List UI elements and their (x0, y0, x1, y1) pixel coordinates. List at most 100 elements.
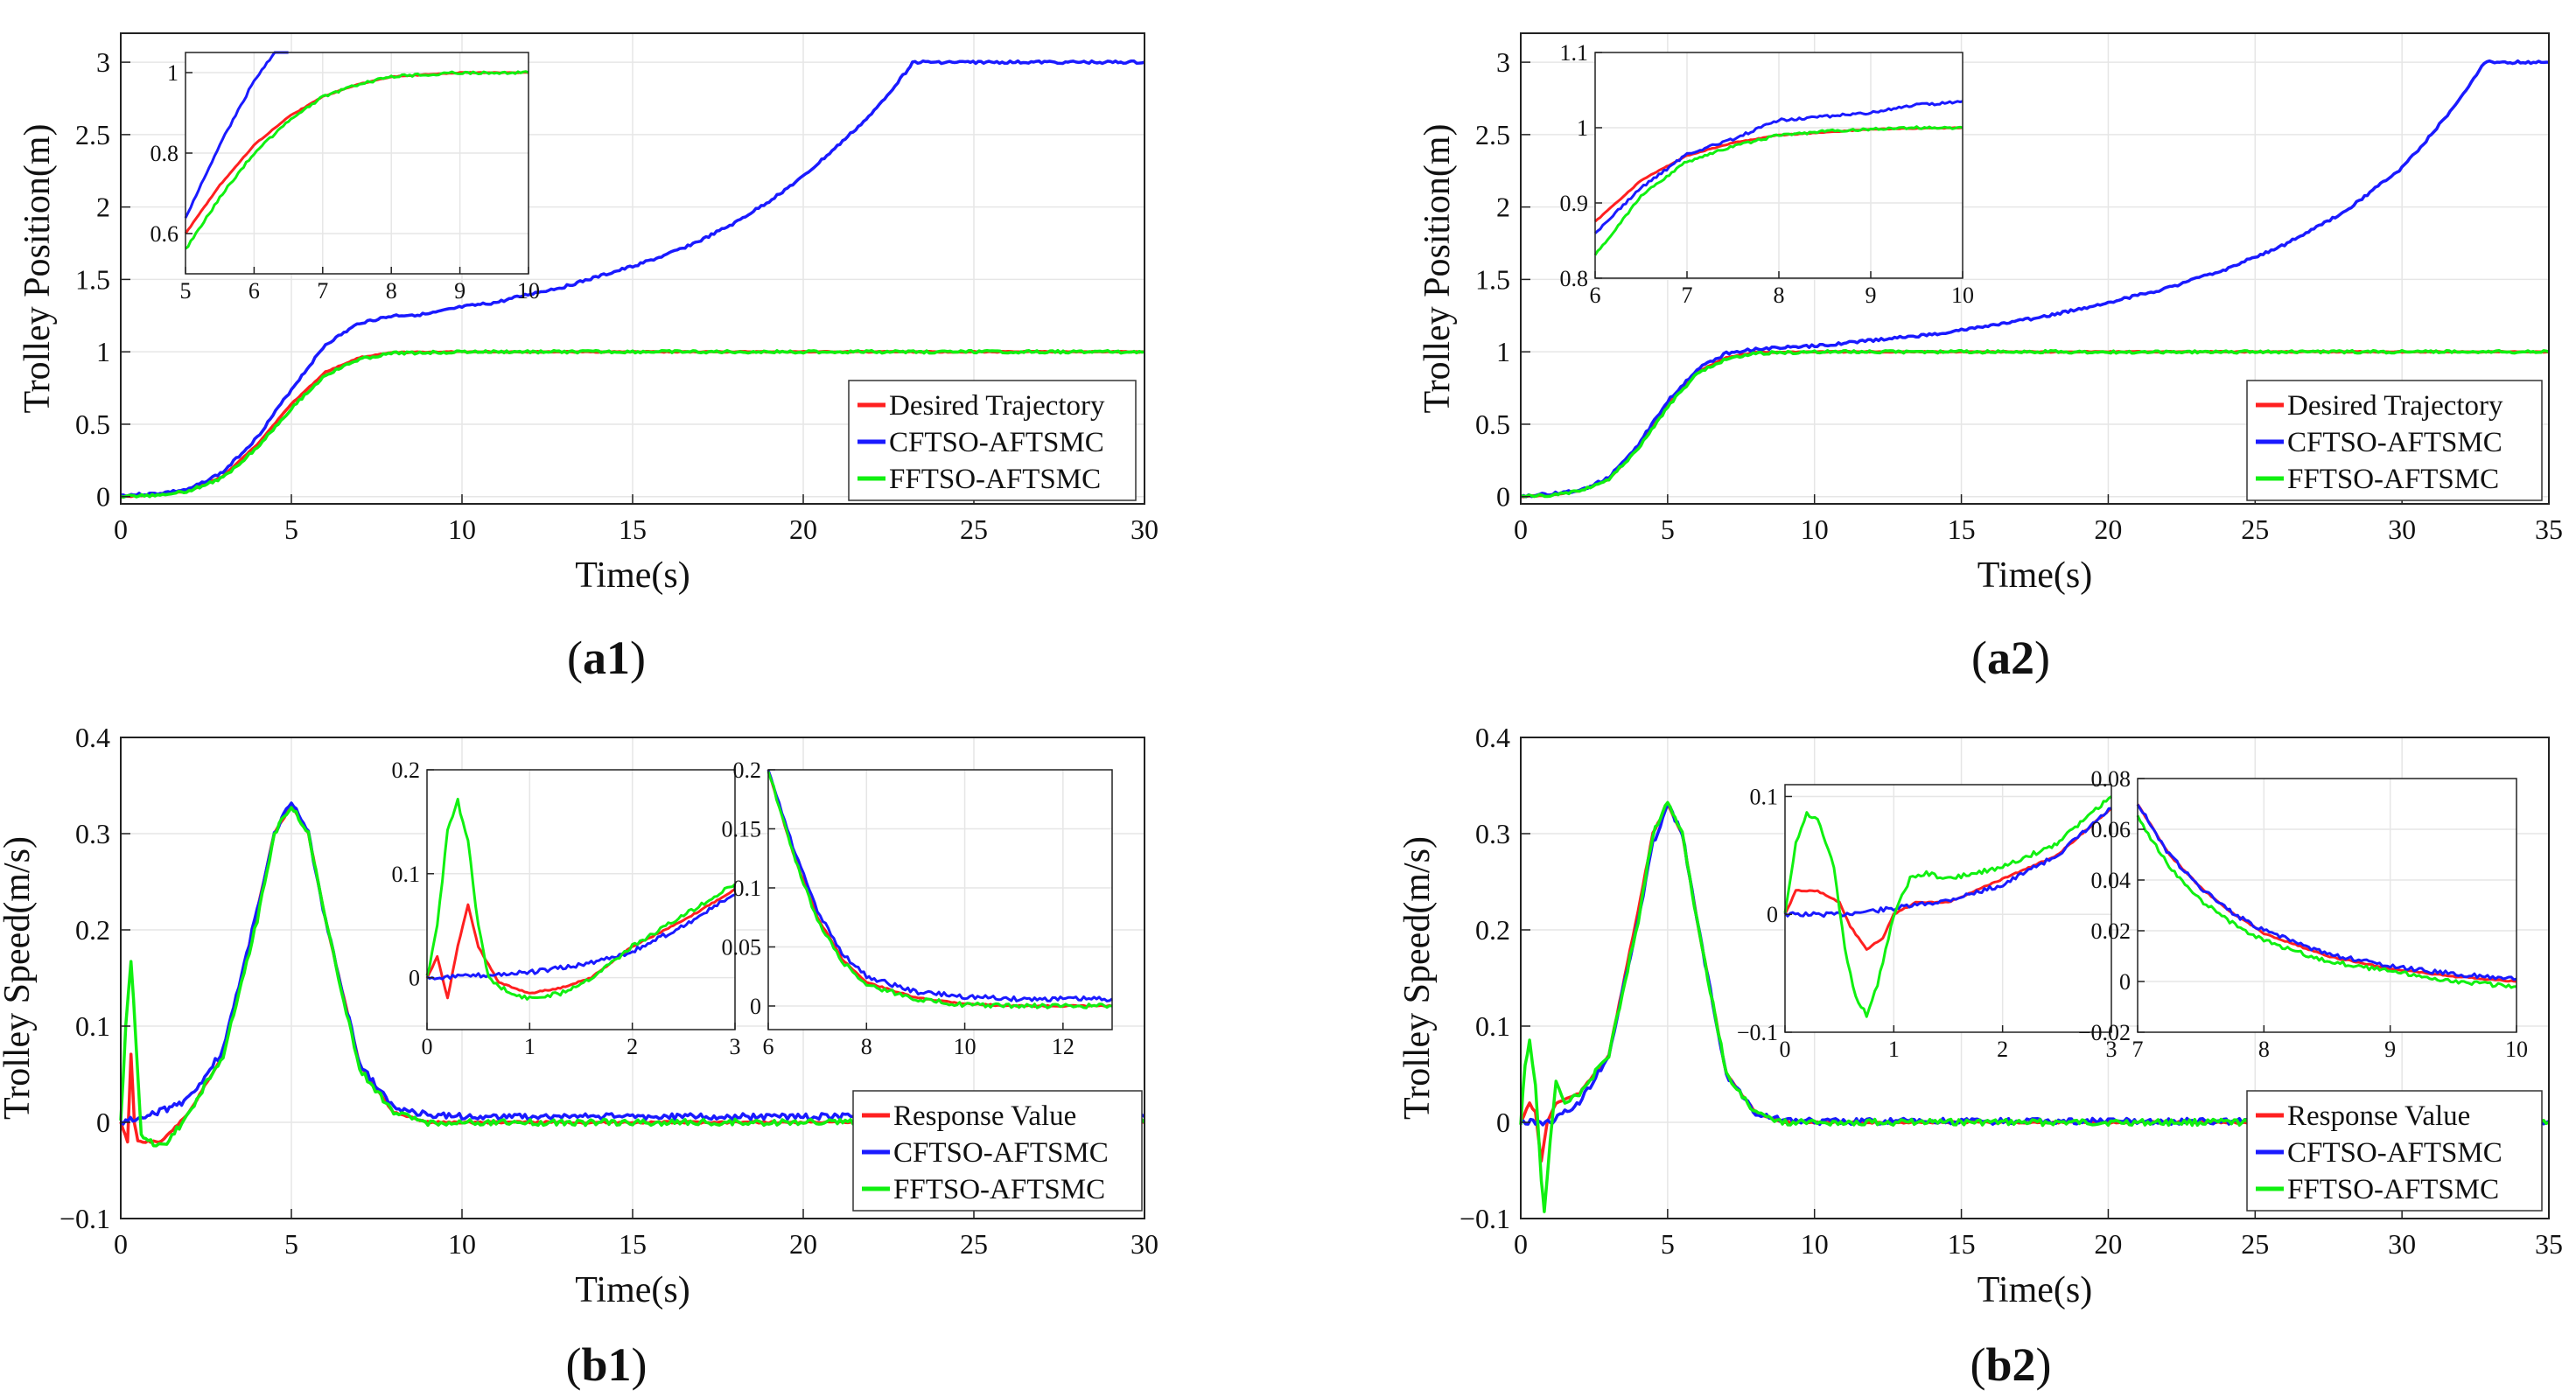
chart-b2-inset-1-xtick-label-0: 0 (1780, 1037, 1791, 1062)
chart-a1-ylabel: Trolley Position(m) (18, 124, 58, 414)
chart-b1-xtick-label-5: 25 (960, 1228, 988, 1260)
chart-b2-inset-2-plot-area (2138, 779, 2516, 1032)
caption-open: ( (1970, 1338, 1985, 1391)
chart-a2-frame (1520, 32, 2550, 505)
chart-b1-inset-2-frame (767, 769, 1113, 1030)
chart-a1-series-cftso-aftsmc (120, 59, 1145, 498)
chart-b1-inset-2-plot-area (768, 770, 1112, 1030)
chart-b1-caption: (b1) (565, 1338, 647, 1391)
chart-b2-ytick-label-2: 0.1 (1475, 1010, 1510, 1042)
chart-a1-xtick-label-1: 5 (284, 513, 298, 545)
chart-a2-ytick-label-5: 2.5 (1475, 119, 1510, 150)
caption-label: b2 (1985, 1338, 2035, 1391)
chart-b2-inset-2-ytick-label-1: 0 (2119, 969, 2131, 995)
chart-a1-inset-1-ytick-label-1: 0.8 (150, 141, 179, 166)
chart-b2-xtick-label-5: 25 (2241, 1228, 2269, 1260)
chart-b2-inset-1-series-fftso (1783, 795, 2112, 1018)
chart-b2-inset-1-ytick-label-0: −0.1 (1737, 1020, 1778, 1045)
chart-b1-inset-2-ytick-label-1: 0.05 (722, 935, 762, 960)
chart-a2-ytick-label-3: 1.5 (1475, 263, 1510, 295)
chart-b2-legend-box (2246, 1090, 2543, 1212)
chart-b2-ytick-label-3: 0.2 (1475, 914, 1510, 946)
caption-label: a1 (583, 632, 630, 684)
chart-a2-inset-1-xtick-label-2: 8 (1774, 283, 1785, 308)
chart-b2-ytick-label-5: 0.4 (1475, 722, 1510, 753)
chart-b1-inset-2-ytick-label-3: 0.15 (722, 817, 762, 842)
caption-open: ( (567, 632, 583, 684)
chart-a2-xtick-label-3: 15 (1948, 513, 1976, 545)
chart-a2-inset-1-ytick-label-0: 0.8 (1560, 266, 1589, 291)
chart-b1: 0 5 10 15 20 25 30−0.100.10.20.30.4Time(s)Trol… (0, 722, 1158, 1391)
chart-a2-ytick-label-2: 1 (1496, 336, 1510, 367)
chart-b1-inset-1-series-fftso (425, 798, 737, 1001)
chart-b1-legend-box (852, 1090, 1143, 1212)
chart-a2-ytick-label-0: 0 (1496, 481, 1510, 513)
chart-a2-series-cftso-aftsmc (1520, 59, 2549, 499)
chart-a2-ytick-label-6: 3 (1496, 46, 1510, 78)
chart-b2-ylabel: Trolley Speed(m/s) (1397, 836, 1438, 1120)
chart-b2-inset-2-xtick-label-2: 9 (2384, 1037, 2396, 1062)
chart-b1-ytick-label-5: 0.4 (75, 722, 110, 753)
chart-b2-ytick-label-1: 0 (1496, 1107, 1510, 1138)
chart-a2-xtick-label-7: 35 (2535, 513, 2563, 545)
chart-a2-inset-1-series-cftso (1593, 100, 1964, 234)
chart-a2-inset-1: 6 7 8 9 10 0.8 0.9 1 1.1 (1560, 40, 1975, 308)
chart-a2-inset-1-xtick-label-1: 7 (1682, 283, 1693, 308)
chart-b1-inset-1-plot-area (427, 770, 735, 1030)
chart-b2-inset-2-series-cftso (2136, 803, 2517, 981)
caption-close: ) (2034, 632, 2050, 684)
chart-b1-xtick-label-3: 15 (619, 1228, 647, 1260)
chart-a2-xlabel: Time(s) (1978, 555, 2092, 596)
chart-a2-ytick-label-4: 2 (1496, 192, 1510, 223)
chart-a1-xtick-label-2: 10 (448, 513, 476, 545)
chart-b1-ytick-label-4: 0.3 (75, 818, 110, 849)
chart-a1-ytick-label-3: 1.5 (75, 263, 110, 295)
chart-b2-inset-1-ytick-label-2: 0.1 (1750, 784, 1779, 809)
chart-a2-xtick-label-0: 0 (1514, 513, 1528, 545)
chart-b1-legend-label-1: CFTSO-AFTSMC (893, 1137, 1109, 1169)
chart-a2-series-fftso-aftsmc (1520, 348, 2550, 499)
chart-b2-xlabel: Time(s) (1978, 1270, 2092, 1310)
chart-b2-ytick-label-4: 0.3 (1475, 818, 1510, 849)
chart-b2-inset-2-xtick-label-3: 10 (2505, 1037, 2528, 1062)
chart-a2-inset-1-series-fftso (1593, 125, 1964, 256)
chart-b1-xtick-label-0: 0 (114, 1228, 128, 1260)
caption-close: ) (2036, 1338, 2052, 1391)
chart-b2-xtick-label-6: 30 (2388, 1228, 2416, 1260)
chart-b2-inset-1-frame (1784, 784, 2112, 1033)
chart-a2: 0 5 10 15 20 25 30 35 0 0.5 1 1.5 2 2.5 3 Time(s) Trolle… (1418, 32, 2563, 684)
chart-a1-inset-1-series-fftso (185, 70, 529, 250)
chart-b1-inset-2-series-fftso (766, 771, 1113, 1009)
chart-b2-inset-2-ytick-label-2: 0.02 (2091, 919, 2132, 944)
chart-a2-xtick-label-1: 5 (1661, 513, 1675, 545)
chart-b1-ytick-label-1: 0 (96, 1107, 110, 1138)
chart-a1-inset-1-xtick-label-3: 8 (386, 278, 397, 304)
chart-a1-ytick-label-1: 0.5 (75, 409, 110, 440)
chart-a2-legend-label-1: CFTSO-AFTSMC (2287, 427, 2502, 458)
chart-a1-inset-1-ytick-label-2: 1 (167, 60, 178, 86)
chart-b1-inset-2-xtick-label-2: 10 (954, 1034, 976, 1059)
chart-b2-inset-1-xtick-label-3: 3 (2106, 1037, 2118, 1062)
chart-a1-inset-1-xtick-label-1: 6 (248, 278, 260, 304)
chart-b1-xtick-label-2: 10 (448, 1228, 476, 1260)
chart-a1-ytick-label-2: 1 (96, 336, 110, 367)
chart-b2-legend-label-2: FFTSO-AFTSMC (2287, 1174, 2499, 1205)
chart-b2-xtick-label-0: 0 (1514, 1228, 1528, 1260)
chart-a1-inset-1-xtick-label-2: 7 (317, 278, 328, 304)
chart-a2-legend-box (2246, 380, 2543, 501)
chart-b1-inset-1-xtick-label-0: 0 (422, 1034, 433, 1059)
chart-b1-ytick-label-0: −0.1 (60, 1203, 110, 1234)
chart-b2-inset-2-frame (2137, 778, 2517, 1033)
chart-b2-legend-label-0: Response Value (2287, 1100, 2470, 1132)
chart-a2-ytick-label-1: 0.5 (1475, 409, 1510, 440)
chart-a1-inset-1-xtick-label-4: 9 (454, 278, 466, 304)
chart-b2-inset-1-xtick-label-2: 2 (1997, 1037, 2008, 1062)
chart-a1-xtick-label-6: 30 (1130, 513, 1158, 545)
chart-a2-inset-1-xtick-label-0: 6 (1590, 283, 1601, 308)
chart-a2-legend-label-2: FFTSO-AFTSMC (2287, 464, 2499, 495)
chart-b1-inset-2-ytick-label-4: 0.2 (733, 758, 762, 783)
chart-b2-inset-2-ytick-label-5: 0.08 (2091, 766, 2132, 792)
chart-a2-xtick-label-4: 20 (2094, 513, 2122, 545)
chart-b2-caption: (b2) (1970, 1338, 2051, 1391)
